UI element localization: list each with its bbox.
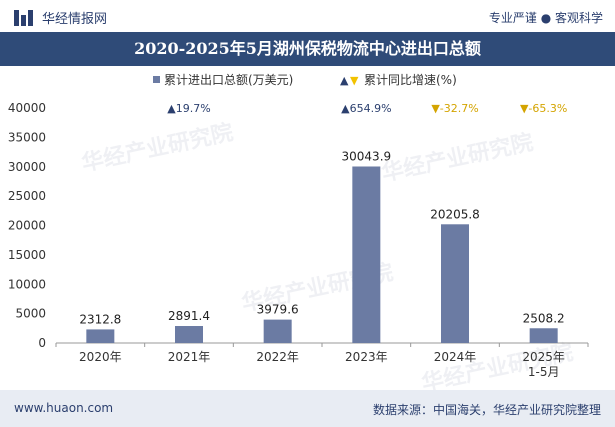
growth-label: ▲19.7% [167, 102, 210, 115]
bar [263, 319, 292, 343]
growth-label: ▼-32.7% [431, 102, 478, 115]
x-tick-label: 2025年 [522, 350, 565, 364]
title-banner [0, 32, 615, 66]
bar [529, 328, 558, 343]
bar-value-label: 2508.2 [523, 311, 565, 325]
y-tick-label: 5000 [15, 307, 46, 321]
legend-up-icon: ▲ [340, 74, 349, 87]
bar [441, 224, 469, 343]
footer [0, 390, 615, 427]
brand-name: 华经情报网 [42, 12, 108, 27]
data-source: 数据来源：中国海关，华经产业研究院整理 [372, 403, 601, 417]
bar-value-label: 2891.4 [168, 309, 210, 323]
bar-value-label: 30043.9 [342, 149, 392, 163]
y-tick-label: 0 [38, 336, 46, 350]
top-bar: 华经情报网 专业严谨 ● 客观科学 [0, 0, 615, 32]
brand-logo-icon [14, 9, 36, 26]
bar [86, 329, 115, 343]
x-tick-label: 1-5月 [528, 365, 560, 379]
bar-value-label: 3979.6 [257, 303, 299, 317]
bar [352, 166, 381, 343]
y-tick-label: 35000 [8, 130, 46, 144]
growth-label: ▲654.9% [341, 102, 391, 115]
bar [175, 326, 203, 343]
x-tick-label: 2021年 [168, 350, 211, 364]
bar-value-label: 20205.8 [430, 207, 480, 221]
legend-down-icon: ▼ [350, 74, 359, 87]
x-tick-label: 2020年 [79, 350, 122, 364]
x-tick-label: 2024年 [434, 350, 477, 364]
bar-value-label: 2312.8 [79, 312, 121, 326]
x-tick-label: 2022年 [256, 350, 299, 364]
y-tick-label: 40000 [8, 101, 46, 115]
footer-url[interactable]: www.huaon.com [14, 401, 114, 415]
bar-chart: 累计进出口总额(万美元) ▲ ▼ 累计同比增速(%) 0 5000 10000 15000 20… [8, 73, 589, 379]
tagline: 专业严谨 ● 客观科学 [488, 11, 603, 25]
legend-swatch-total [153, 76, 160, 83]
legend-label-growth: 累计同比增速(%) [364, 73, 457, 87]
legend-label-total: 累计进出口总额(万美元) [164, 73, 293, 87]
growth-label: ▼-65.3% [520, 102, 567, 115]
y-tick-label: 20000 [8, 219, 46, 233]
brand: 华经情报网 [14, 8, 107, 27]
y-tick-label: 10000 [8, 277, 46, 291]
x-tick-label: 2023年 [345, 350, 388, 364]
y-tick-label: 30000 [8, 160, 46, 174]
y-tick-label: 25000 [8, 189, 46, 203]
y-tick-label: 15000 [8, 248, 46, 262]
chart-title: 2020-2025年5月湖州保税物流中心进出口总额 [134, 39, 481, 58]
